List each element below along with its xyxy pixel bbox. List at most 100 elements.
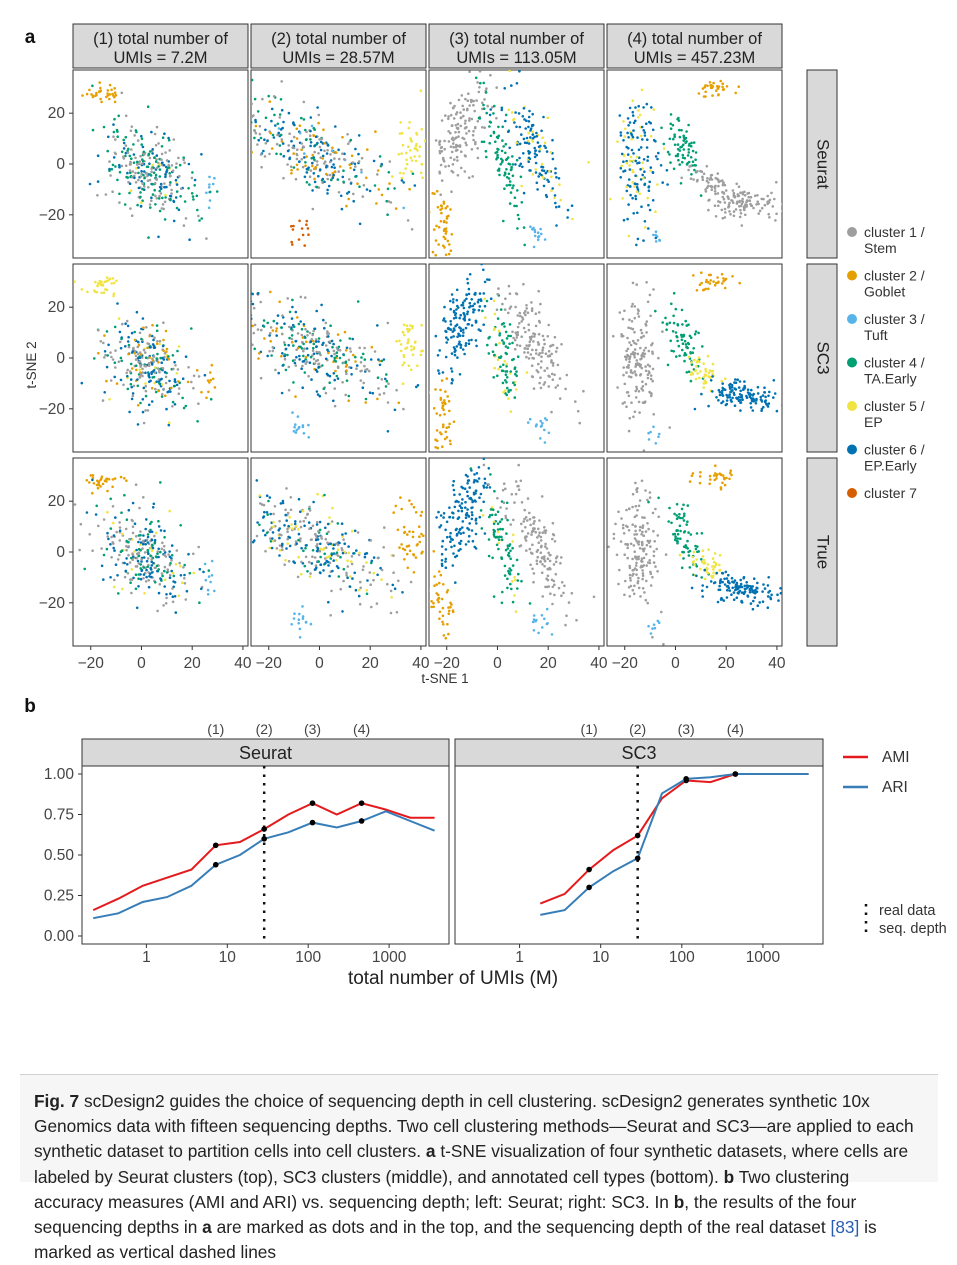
cell-point <box>146 566 149 569</box>
cell-point <box>545 577 548 580</box>
cell-point <box>111 541 114 544</box>
cell-point <box>405 159 408 162</box>
cell-point <box>295 431 298 434</box>
cell-point <box>550 176 553 179</box>
cell-point <box>386 213 389 216</box>
cell-point <box>156 197 159 200</box>
cell-point <box>320 141 323 144</box>
cell-point <box>749 396 752 399</box>
cell-point <box>81 288 84 291</box>
cell-point <box>515 205 518 208</box>
cell-point <box>512 564 515 567</box>
cell-point <box>691 371 694 374</box>
cell-point <box>307 375 310 378</box>
cell-point <box>159 186 162 189</box>
cell-point <box>103 126 106 129</box>
cell-point <box>546 367 549 370</box>
cell-point <box>517 214 520 217</box>
cell-point <box>635 573 638 576</box>
cell-point <box>310 623 313 626</box>
cell-point <box>520 335 523 338</box>
cell-point <box>631 303 634 306</box>
cell-point <box>311 555 314 558</box>
cell-point <box>640 329 643 332</box>
cell-point <box>308 521 311 524</box>
cell-point <box>683 519 686 522</box>
cell-point <box>445 548 448 551</box>
cell-point <box>539 376 542 379</box>
cell-point <box>662 643 665 646</box>
cell-point <box>634 120 637 123</box>
cell-point <box>448 243 451 246</box>
cell-point <box>452 564 455 567</box>
cell-point <box>157 236 160 239</box>
cell-point <box>532 522 535 525</box>
cell-point <box>157 548 160 551</box>
cell-point <box>653 540 656 543</box>
cell-point <box>449 540 452 543</box>
cell-point <box>136 378 139 381</box>
cell-point <box>683 531 686 534</box>
cell-point <box>125 479 128 482</box>
cell-point <box>250 317 253 320</box>
cell-point <box>341 522 344 525</box>
cell-point <box>309 145 312 148</box>
cell-point <box>553 563 556 566</box>
cell-point <box>617 583 620 586</box>
cell-point <box>647 432 650 435</box>
cell-point <box>300 367 303 370</box>
cell-point <box>126 563 129 566</box>
cell-point <box>563 585 566 588</box>
cell-point <box>341 381 344 384</box>
cell-point <box>523 327 526 330</box>
cell-point <box>621 153 624 156</box>
cell-point <box>140 578 143 581</box>
cell-point <box>316 160 319 163</box>
cell-point <box>451 511 454 514</box>
cell-point <box>766 195 769 198</box>
cell-point <box>295 178 298 181</box>
cell-point <box>726 85 729 88</box>
cell-point <box>686 347 689 350</box>
cell-point <box>640 373 643 376</box>
cell-point <box>677 153 680 156</box>
cell-point <box>528 169 531 172</box>
cell-point <box>114 138 117 141</box>
cell-point <box>290 623 293 626</box>
cell-point <box>527 532 530 535</box>
cell-point <box>654 627 657 630</box>
cell-point <box>351 555 354 558</box>
cell-point <box>546 150 549 153</box>
cell-point <box>489 121 492 124</box>
cell-point <box>722 400 725 403</box>
cell-point <box>139 369 142 372</box>
cell-point <box>290 140 293 143</box>
cell-point <box>549 560 552 563</box>
cell-point <box>650 632 653 635</box>
cell-point <box>502 391 505 394</box>
cell-point <box>770 192 773 195</box>
cell-point <box>533 572 536 575</box>
cell-point <box>318 337 321 340</box>
cell-point <box>514 367 517 370</box>
cell-point <box>725 404 728 407</box>
cell-point <box>322 319 325 322</box>
cell-point <box>162 339 165 342</box>
cell-point <box>317 363 320 366</box>
cell-point <box>712 82 715 85</box>
cell-point <box>627 136 630 139</box>
cell-point <box>150 167 153 170</box>
row-strip-label: Seurat <box>814 139 833 189</box>
cell-point <box>678 163 681 166</box>
cell-point <box>458 542 461 545</box>
cell-point <box>513 576 516 579</box>
cell-point <box>286 163 289 166</box>
cell-point <box>408 499 411 502</box>
cell-point <box>547 575 550 578</box>
cell-point <box>151 324 154 327</box>
cell-point <box>141 375 144 378</box>
cell-point <box>303 146 306 149</box>
cell-point <box>558 177 561 180</box>
cell-point <box>331 149 334 152</box>
cell-point <box>412 531 415 534</box>
